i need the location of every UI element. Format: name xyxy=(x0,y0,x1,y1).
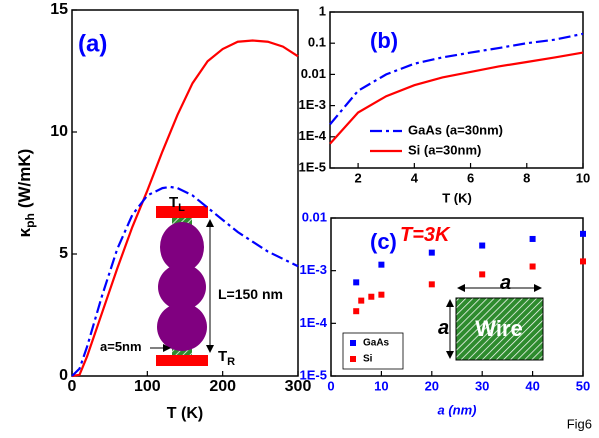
annotation-text: T xyxy=(218,348,227,365)
legend-label: GaAs (a=30nm) xyxy=(408,122,503,137)
line-series xyxy=(71,39,299,378)
x-tick-label: 6 xyxy=(467,170,474,185)
legend-box xyxy=(366,120,536,162)
sphere xyxy=(160,222,204,272)
y-label-unit: (W/mK) xyxy=(15,149,34,208)
figure-label: Fig6 xyxy=(567,416,592,431)
point xyxy=(529,235,536,242)
annotation: T=3K xyxy=(400,224,451,246)
annotation-subscript: L xyxy=(178,202,185,214)
plot-frame xyxy=(329,11,584,169)
reservoir xyxy=(156,206,208,218)
annotation: TR xyxy=(218,348,235,368)
annotation-text: T=3K xyxy=(400,224,451,246)
panel-label: (b) xyxy=(370,28,398,53)
line-series xyxy=(329,51,584,145)
y-tick-label: 1E-3 xyxy=(299,97,326,112)
x-tick-label: 0 xyxy=(327,378,334,393)
legend-box xyxy=(342,332,404,370)
y-label-subscript: ph xyxy=(23,213,37,228)
point xyxy=(378,261,385,268)
point xyxy=(353,308,360,315)
point xyxy=(428,249,435,256)
point xyxy=(428,281,435,288)
y-tick-label: 1 xyxy=(319,3,326,18)
point xyxy=(580,258,586,265)
x-tick-label: 10 xyxy=(576,170,590,185)
legend-label: Si (a=30nm) xyxy=(408,142,481,157)
annotation: a=5nm xyxy=(100,339,142,354)
x-tick-label: 4 xyxy=(411,170,419,185)
plot-frame xyxy=(330,217,584,377)
sphere xyxy=(158,264,206,310)
annotation-subscript: R xyxy=(227,356,235,368)
x-tick-label: 40 xyxy=(525,378,539,393)
sphere xyxy=(157,303,207,351)
point xyxy=(353,279,360,286)
point xyxy=(529,263,536,270)
panel-label: (c) xyxy=(370,229,397,254)
annotation-text: a=5nm xyxy=(100,339,142,354)
x-tick-label: 300 xyxy=(285,378,312,395)
x-tick-label: 10 xyxy=(374,378,388,393)
y-tick-label: 0.01 xyxy=(301,66,326,81)
legend-swatch xyxy=(350,356,356,362)
annotation-text: Wire xyxy=(475,316,522,341)
y-tick-label: 1E-5 xyxy=(299,159,326,174)
point xyxy=(358,297,365,304)
y-tick-label: 1E-3 xyxy=(300,262,327,277)
x-axis-label: T (K) xyxy=(442,190,472,205)
annotation-text: a xyxy=(438,317,449,339)
x-tick-label: 100 xyxy=(134,378,161,395)
y-tick-label: 10 xyxy=(50,123,68,140)
annotation-text: T xyxy=(169,194,178,211)
point xyxy=(580,230,586,237)
x-tick-label: 50 xyxy=(576,378,590,393)
annotation: L=150 nm xyxy=(218,286,283,302)
wire-diagram xyxy=(150,206,214,366)
x-tick-label: 8 xyxy=(523,170,530,185)
legend-swatch xyxy=(350,340,356,346)
annotation: a xyxy=(500,272,511,294)
x-tick-label: 2 xyxy=(354,170,361,185)
y-tick-label: 15 xyxy=(50,1,68,18)
point xyxy=(479,271,486,278)
y-tick-label: 0.1 xyxy=(308,35,326,50)
line-series xyxy=(329,32,584,126)
y-tick-label: 1E-4 xyxy=(299,128,327,143)
x-tick-label: 30 xyxy=(475,378,489,393)
annotation-text: a xyxy=(500,272,511,294)
y-tick-label: 0.01 xyxy=(302,209,327,224)
x-tick-label: 0 xyxy=(68,378,77,395)
point xyxy=(368,293,375,300)
x-axis-label: T (K) xyxy=(167,405,203,422)
annotation: a xyxy=(438,317,449,339)
panel-label: (a) xyxy=(78,30,107,57)
reservoir xyxy=(156,355,208,366)
y-tick-label: 1E-5 xyxy=(300,367,327,382)
annotation: TL xyxy=(169,194,185,214)
line-series xyxy=(71,185,299,377)
annotation: Wire xyxy=(475,316,522,341)
annotation-text: L=150 nm xyxy=(218,286,283,302)
point xyxy=(479,242,486,249)
x-tick-label: 200 xyxy=(209,378,236,395)
y-label-symbol: κ xyxy=(15,227,34,237)
x-axis-label: a (nm) xyxy=(438,402,477,417)
wire-cross-section xyxy=(455,297,544,361)
y-axis-label: κph (W/mK) xyxy=(15,149,37,238)
x-tick-label: 20 xyxy=(425,378,439,393)
y-tick-label: 0 xyxy=(59,367,68,384)
legend-label: GaAs xyxy=(363,338,390,349)
legend-label: Si xyxy=(363,354,373,365)
y-tick-label: 5 xyxy=(59,245,68,262)
point xyxy=(378,291,385,298)
y-tick-label: 1E-4 xyxy=(300,315,328,330)
wire-inset xyxy=(446,284,544,361)
plot-frame xyxy=(71,9,299,377)
